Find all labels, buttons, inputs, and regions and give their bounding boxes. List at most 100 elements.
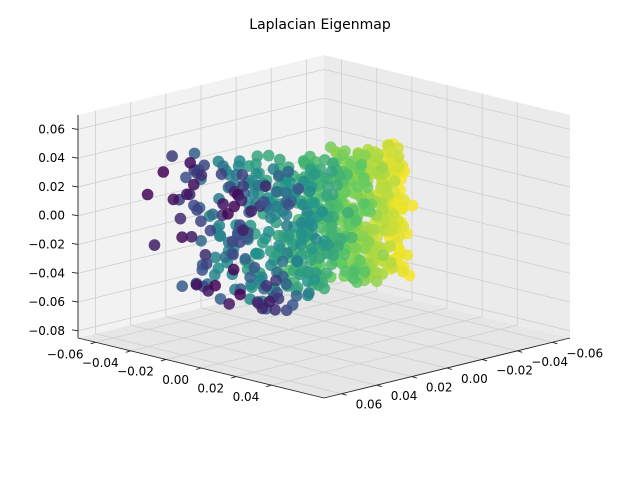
scatter-point (272, 292, 285, 305)
scatter-point (338, 248, 351, 261)
tick-mark (71, 271, 79, 274)
tick-mark (376, 384, 382, 388)
scatter-point (262, 149, 275, 162)
scatter-point (310, 233, 322, 245)
scatter-point (308, 168, 321, 180)
scatter-point (232, 160, 245, 172)
scatter-point (195, 169, 208, 182)
tick-mark (341, 393, 347, 396)
scatter-point (195, 215, 207, 227)
scatter-point (195, 235, 207, 247)
scatter-point (167, 193, 180, 206)
scatter-point (359, 266, 371, 278)
y-tick-label: −0.06 (47, 347, 84, 361)
scatter-point (292, 183, 305, 195)
scatter-point (215, 168, 228, 180)
scatter-point (326, 188, 339, 201)
x-tick-label: 0.04 (391, 389, 418, 403)
tick-labels: −0.06−0.04−0.020.000.020.040.06−0.06−0.0… (28, 122, 603, 411)
tick-mark (411, 376, 417, 379)
scatter-point (209, 269, 221, 281)
scatter-point (273, 240, 285, 252)
scatter-point (325, 258, 338, 271)
scatter-point (385, 256, 397, 269)
scatter-point (223, 298, 235, 310)
scatter-point (188, 178, 200, 191)
scatter-point (157, 166, 170, 178)
scatter-point (376, 161, 389, 174)
x-tick-label: 0.02 (426, 381, 453, 395)
scatter-point (301, 206, 314, 218)
scatter-point (237, 180, 249, 192)
scatter-point (357, 230, 369, 243)
scatter-point (370, 275, 383, 288)
scatter-point (368, 223, 380, 236)
scatter-point (191, 204, 203, 216)
scatter-point (302, 275, 314, 288)
x-tick-label: 0.00 (461, 372, 488, 386)
scatter-point (245, 205, 257, 217)
scatter-point (256, 271, 268, 284)
tick-mark (71, 127, 79, 130)
scatter-point (200, 258, 213, 270)
tick-mark (71, 214, 79, 217)
scatter-point (209, 251, 222, 264)
scatter-point (244, 271, 256, 284)
scatter-point (270, 274, 282, 287)
scatter-point (282, 165, 295, 178)
scatter-point (176, 280, 188, 293)
z-tick-label: −0.04 (28, 266, 65, 280)
y-tick-label: 0.02 (197, 382, 224, 396)
scatter-point (325, 165, 338, 178)
scatter-point (271, 200, 284, 213)
scatter-point (184, 157, 196, 169)
scatter-point (388, 175, 401, 188)
scatter-point (263, 226, 275, 238)
scatter-point (248, 261, 261, 274)
scatter-point (392, 151, 405, 163)
scatter-point (198, 159, 210, 172)
scatter-point (236, 169, 249, 181)
grid-line-z-left (77, 68, 325, 130)
x-tick-label: 0.06 (356, 398, 383, 412)
grid-line-y-floor (130, 290, 377, 352)
y-tick-label: −0.02 (117, 364, 154, 378)
scatter-point (269, 304, 281, 316)
scatter-point (355, 159, 368, 171)
scatter-point (290, 290, 303, 302)
scatter-point (180, 171, 192, 184)
scatter-point (264, 212, 277, 224)
tick-mark (125, 350, 131, 353)
scatter-point (282, 198, 295, 211)
scatter-point (397, 265, 409, 278)
scatter-point (295, 238, 307, 251)
scatter-point (332, 240, 344, 252)
tick-mark (552, 341, 558, 345)
scatter-point (280, 209, 293, 221)
grid-line-z-right (323, 126, 571, 188)
grid-line-z-left (77, 126, 325, 188)
scatter-point (190, 278, 203, 291)
scatter-point (371, 152, 384, 164)
scatter-point (286, 299, 299, 311)
scatter-point (294, 268, 307, 281)
scatter-point (365, 165, 377, 177)
y-tick-label: 0.00 (162, 373, 189, 387)
scatter-point (250, 168, 263, 180)
scatter-point (185, 231, 198, 243)
scatter-point (344, 158, 357, 171)
scatter-point (141, 188, 154, 201)
scatter-point (250, 158, 262, 170)
tick-mark (160, 358, 166, 362)
grid-line-y-floor (200, 307, 448, 369)
scatter-point (234, 288, 246, 301)
scatter-point (274, 153, 286, 166)
scatter-point (237, 224, 249, 237)
scatter-point (259, 180, 272, 192)
scatter-point (393, 244, 406, 257)
scatter-point (213, 219, 226, 232)
scatter-point (206, 208, 219, 221)
scatter-point (239, 252, 252, 265)
scatter-point (181, 188, 193, 201)
scatter-point (320, 267, 333, 280)
